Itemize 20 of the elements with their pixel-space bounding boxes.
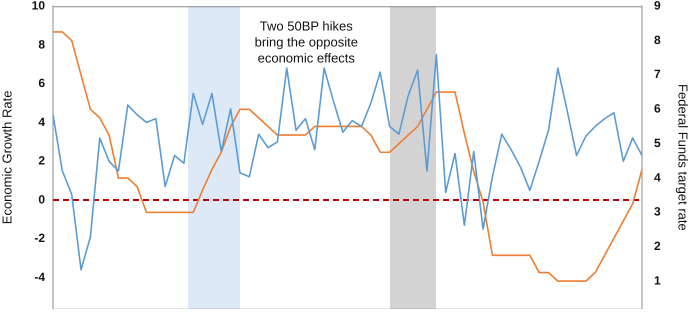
annotation: Two 50BP hikes bring the opposite economic effects [254,18,358,66]
y2-tick-label: 6 [654,102,661,116]
y2-tick-label: 3 [654,204,661,219]
y-axis-title: Economic Growth Rate [0,90,14,224]
y2-tick-label: 1 [654,273,661,288]
y-tick-label: -2 [34,231,46,246]
y-tick-label: 2 [38,154,46,168]
y2-tick-label: 2 [654,239,661,254]
y-tick-label: 6 [38,76,46,90]
y2-tick-label: 8 [654,32,661,47]
y-tick-label: 10 [32,0,46,13]
y-tick-label: 4 [38,114,46,129]
y-tick-label: -4 [34,270,46,284]
y2-tick-label: 5 [654,136,661,150]
y2-tick-label: 4 [654,170,661,184]
y2-tick-label: 7 [654,67,661,82]
y2-tick-label: 9 [654,0,661,13]
y2-axis-title: Federal Funds target rate [676,84,690,231]
y-tick-label: 8 [38,37,46,52]
y-tick-label: 0 [38,192,46,206]
